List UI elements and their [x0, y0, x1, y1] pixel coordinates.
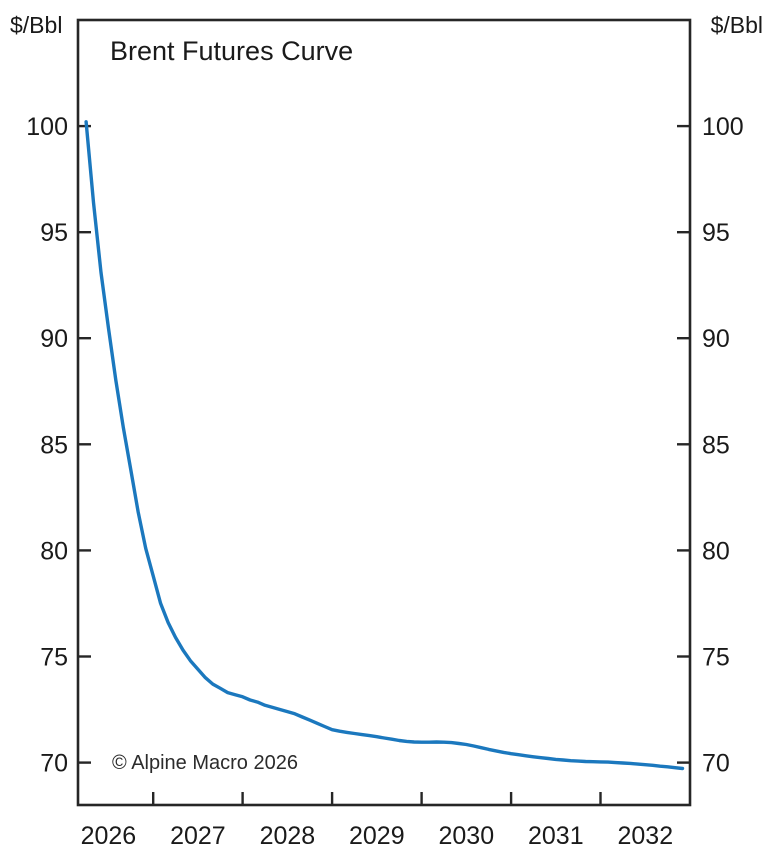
y-axis-tick-label-left: 85 [40, 431, 68, 459]
x-axis-year-label: 2030 [438, 822, 494, 850]
y-axis-tick-label-left: 95 [40, 219, 68, 247]
copyright-note: © Alpine Macro 2026 [112, 752, 298, 774]
series-layer [84, 120, 685, 771]
x-axis-year-label: 2031 [528, 822, 584, 850]
brent-futures-line [84, 120, 685, 771]
right-axis-unit-label: $/Bbl [711, 12, 763, 38]
x-axis-year-label: 2032 [617, 822, 673, 850]
y-axis-tick-label-right: 80 [702, 537, 730, 565]
y-axis-tick-label-right: 75 [702, 643, 730, 671]
y-axis-tick-label-right: 90 [702, 325, 730, 353]
y-axis-tick-label-right: 95 [702, 219, 730, 247]
y-axis-tick-label-right: 85 [702, 431, 730, 459]
y-axis-tick-label-right: 70 [702, 750, 730, 778]
y-axis-tick-label-left: 100 [26, 113, 68, 141]
plot-frame [76, 18, 692, 807]
x-axis-year-label: 2027 [170, 822, 226, 850]
chart-title: Brent Futures Curve [110, 36, 353, 66]
y-axis-tick-label-left: 70 [40, 750, 68, 778]
x-axis-year-label: 2028 [260, 822, 316, 850]
x-axis-year-label: 2026 [81, 822, 137, 850]
axes-layer: 70 70 75 75 80 80 85 85 90 90 95 95 100 100 2026 2027 20… [26, 113, 743, 850]
y-axis-tick-label-right: 100 [702, 113, 744, 141]
y-axis-tick-label-left: 90 [40, 325, 68, 353]
y-axis-tick-label-left: 80 [40, 537, 68, 565]
x-axis-year-label: 2029 [349, 822, 405, 850]
left-axis-unit-label: $/Bbl [10, 12, 62, 38]
y-axis-tick-label-left: 75 [40, 643, 68, 671]
